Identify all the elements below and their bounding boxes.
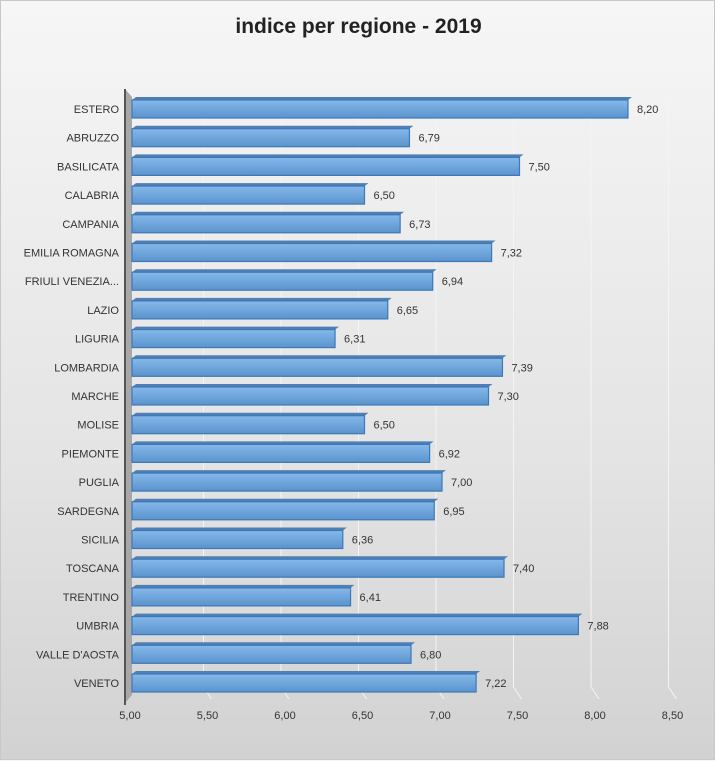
y-category-label: LOMBARDIA [54,362,119,374]
y-category-label: ESTERO [74,104,120,116]
x-tick-label: 6,00 [274,710,295,722]
y-category-label: FRIULI VENEZIA... [25,276,119,288]
gridline-floor [668,686,677,700]
y-category-label: MOLISE [77,420,119,432]
x-tick-label: 7,00 [429,710,450,722]
data-label: 6,36 [352,535,373,547]
x-tick-label: 6,50 [352,710,373,722]
bar [131,558,505,578]
data-label: 6,50 [374,420,395,432]
bar-top [132,355,507,359]
bar [131,529,344,550]
bar-top [132,441,434,445]
x-tick-label: 8,00 [584,710,605,722]
data-label: 7,22 [485,678,506,690]
data-label: 7,88 [587,621,608,633]
y-category-label: PIEMONTE [62,448,119,460]
bar-top [132,671,481,674]
y-category-label: BASILICATA [57,161,120,173]
data-label: 6,73 [409,219,430,231]
bar [131,185,366,205]
bar [131,329,336,349]
y-category-label: UMBRIA [76,621,119,633]
y-category-label: VALLE D'AOSTA [36,649,120,661]
y-category-label: MARCHE [71,391,119,403]
data-label: 6,80 [420,649,441,661]
gridline-floor [590,686,600,700]
data-label: 6,31 [344,334,365,346]
bar-top [132,211,405,215]
bar [131,472,443,492]
bar-top [132,183,369,187]
bar-top [132,326,340,330]
bar [131,271,434,291]
bar [131,99,629,119]
data-label: 7,32 [501,248,522,260]
data-label: 6,41 [360,592,381,604]
y-category-label: ABRUZZO [66,133,119,145]
bar-top [132,527,347,531]
bar-top [132,470,446,474]
bar [131,644,412,664]
y-category-label: LAZIO [87,305,119,317]
data-label: 6,50 [374,190,395,202]
bar-top [132,642,415,646]
chart-title: indice per regione - 2019 [235,15,482,38]
data-label: 6,94 [442,276,463,288]
bar [131,214,401,234]
gridline-floor [513,686,522,700]
bar-top [132,154,524,158]
y-category-label: CAMPANIA [62,219,119,231]
x-tick-label: 5,50 [197,710,218,722]
bar [131,615,579,636]
y-category-label: SARDEGNA [57,506,119,518]
bar [131,357,504,377]
data-label: 7,30 [498,391,519,403]
y-category-label: EMILIA ROMAGNA [24,248,120,260]
bar-top [132,412,369,416]
bar [131,673,477,693]
bar-top [132,240,496,244]
bar-top [132,556,508,560]
axis-side-wall [125,89,132,703]
bar [131,415,366,435]
x-tick-label: 8,50 [662,710,683,722]
bar-top [132,498,439,502]
data-label: 6,65 [397,305,418,317]
data-label: 7,40 [513,563,534,575]
bar [131,128,411,148]
bar [131,156,521,176]
bar-top [132,613,583,617]
bar-top [132,584,355,588]
data-label: 7,39 [511,362,532,374]
bar-top [132,97,632,100]
data-label: 7,00 [451,477,472,489]
data-label: 6,79 [418,133,439,145]
bar [131,501,435,521]
bar [131,300,389,320]
bar [131,443,431,463]
data-label: 8,20 [637,104,658,116]
data-label: 6,95 [443,506,464,518]
y-category-label: SICILIA [81,535,120,547]
y-category-label: PUGLIA [79,477,120,489]
bar-top [132,297,392,301]
bar [131,587,352,607]
y-category-label: CALABRIA [65,190,120,202]
bar-top [132,125,414,129]
y-category-label: LIGURIA [75,334,120,346]
x-tick-label: 5,00 [119,710,140,722]
y-category-label: TOSCANA [66,563,120,575]
bar [131,242,493,263]
y-category-label: TRENTINO [63,592,120,604]
bar-top [132,384,493,387]
bar-top [132,269,437,273]
x-tick-label: 7,50 [507,710,528,722]
y-category-label: VENETO [74,678,119,690]
data-label: 6,92 [439,448,460,460]
bar [131,386,490,406]
data-label: 7,50 [529,161,550,173]
